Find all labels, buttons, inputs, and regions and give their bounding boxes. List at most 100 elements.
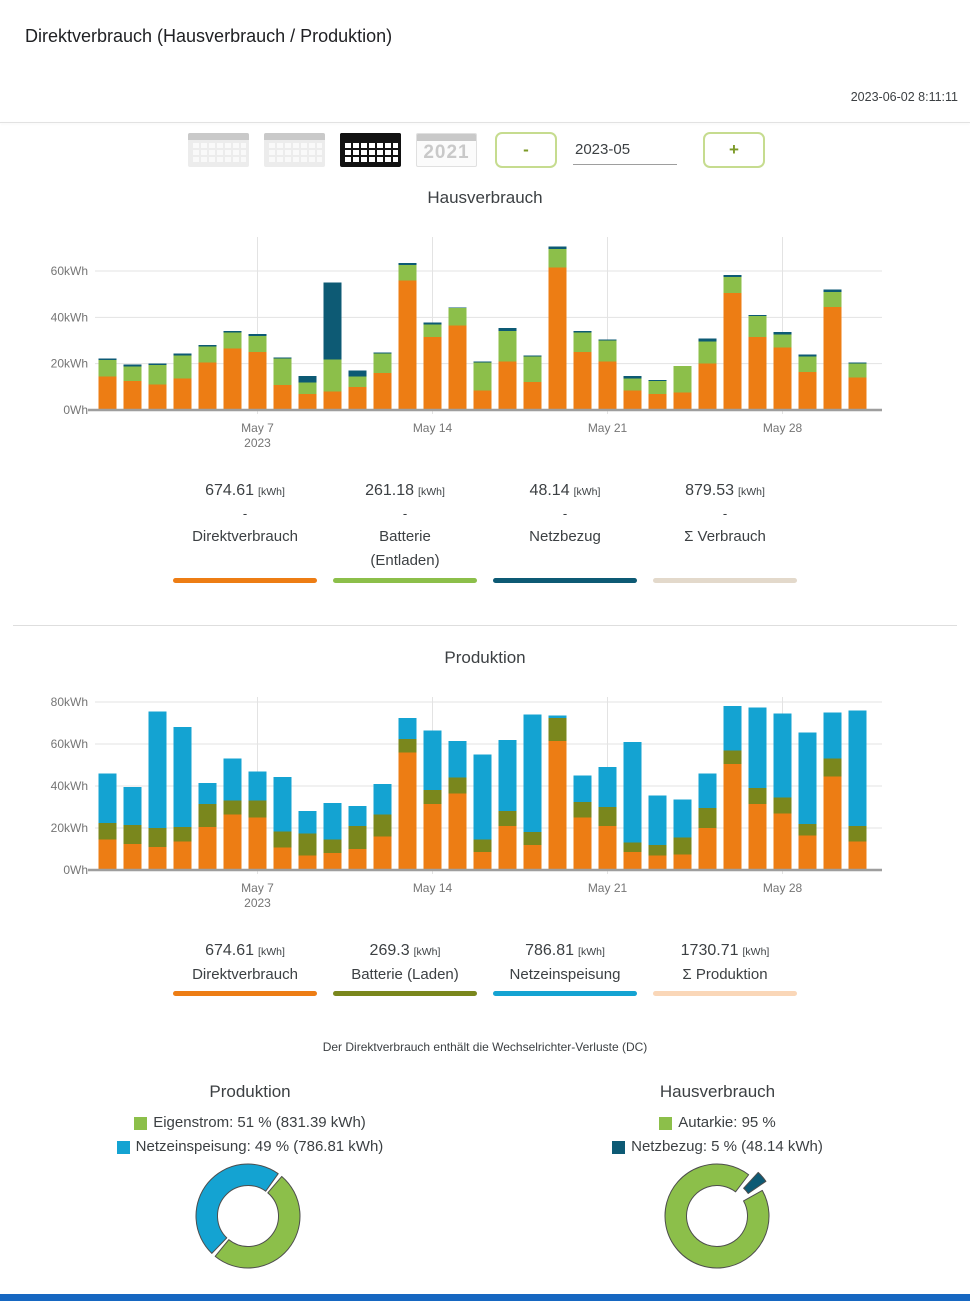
svg-text:May 21: May 21 bbox=[588, 881, 628, 895]
hausverbrauch-stats-row: 674.61 [kWh] - Direktverbrauch 261.18 [kWh… bbox=[0, 480, 970, 583]
svg-text:May 7: May 7 bbox=[241, 421, 274, 435]
stat-dash: - bbox=[562, 506, 568, 521]
legend-label: Netzbezug: 5 % (48.14 kWh) bbox=[631, 1138, 823, 1155]
next-period-button[interactable]: + bbox=[703, 132, 765, 168]
stat-unit: [kWh] bbox=[573, 486, 601, 498]
hausverbrauch-donut-chart bbox=[664, 1163, 770, 1269]
period-input[interactable] bbox=[573, 135, 677, 165]
legend-item-netzeinspeisung: Netzeinspeisung: 49 % (786.81 kWh) bbox=[10, 1135, 490, 1159]
svg-text:May 28: May 28 bbox=[763, 881, 803, 895]
stat-color-bar bbox=[653, 578, 797, 583]
svg-text:May 14: May 14 bbox=[413, 421, 453, 435]
stat-card-batterie-entladen[interactable]: 261.18 [kWh] - Batterie (Entladen) bbox=[325, 480, 485, 583]
stat-color-bar bbox=[333, 991, 477, 996]
stat-dash: - bbox=[402, 506, 408, 521]
calendar-day-icon bbox=[191, 143, 246, 164]
hausverbrauch-pie-section: Hausverbrauch Autarkie: 95 % Netzbezug: … bbox=[480, 1082, 955, 1159]
svg-text:May 14: May 14 bbox=[413, 881, 453, 895]
eigenstrom-swatch-icon bbox=[134, 1116, 148, 1130]
stat-card-summe-produktion[interactable]: 1730.71 [kWh] Σ Produktion bbox=[645, 940, 805, 996]
svg-text:0Wh: 0Wh bbox=[63, 863, 88, 877]
autarkie-swatch-icon bbox=[659, 1116, 673, 1130]
stat-unit: [kWh] bbox=[258, 486, 285, 498]
netzbezug-swatch-icon bbox=[612, 1140, 626, 1154]
svg-text:40kWh: 40kWh bbox=[51, 310, 88, 324]
dc-losses-note: Der Direktverbrauch enthält die Wechselr… bbox=[322, 1040, 648, 1054]
pie-title: Hausverbrauch bbox=[659, 1082, 776, 1101]
stat-card-direktverbrauch[interactable]: 674.61 [kWh] - Direktverbrauch bbox=[165, 480, 325, 583]
stat-label: Batterie bbox=[379, 528, 431, 545]
previous-period-button[interactable]: - bbox=[495, 132, 557, 168]
stat-color-bar bbox=[493, 578, 637, 583]
produktion-donut-chart bbox=[195, 1163, 301, 1269]
stat-value: 269.3 bbox=[369, 942, 410, 959]
legend-label: Eigenstrom: 51 % (831.39 kWh) bbox=[153, 1114, 366, 1131]
page-title: Direktverbrauch (Hausverbrauch / Produkt… bbox=[25, 26, 393, 46]
legend-item-netzbezug: Netzbezug: 5 % (48.14 kWh) bbox=[480, 1135, 955, 1159]
stat-value: 879.53 bbox=[685, 482, 735, 499]
svg-text:20kWh: 20kWh bbox=[51, 821, 88, 835]
stat-value: 261.18 bbox=[365, 482, 415, 499]
legend-item-autarkie: Autarkie: 95 % bbox=[480, 1111, 955, 1135]
period-toolbar: 2021 - + bbox=[188, 132, 765, 168]
stat-card-direktverbrauch[interactable]: 674.61 [kWh] Direktverbrauch bbox=[165, 940, 325, 996]
stat-value: 1730.71 bbox=[680, 942, 739, 959]
stat-label: Netzbezug bbox=[529, 528, 601, 545]
stat-label: Direktverbrauch bbox=[192, 528, 298, 545]
stat-label-line2: (Entladen) bbox=[370, 552, 440, 569]
svg-text:60kWh: 60kWh bbox=[51, 264, 88, 278]
stat-color-bar bbox=[173, 578, 317, 583]
footer-accent-bar bbox=[0, 1294, 970, 1301]
stat-unit: [kWh] bbox=[578, 946, 605, 958]
stat-unit: [kWh] bbox=[258, 946, 285, 958]
stat-color-bar bbox=[493, 991, 637, 996]
stat-card-summe-verbrauch[interactable]: 879.53 [kWh] - Σ Verbrauch bbox=[645, 480, 805, 583]
stat-label: Netzeinspeisung bbox=[509, 966, 621, 983]
stat-unit: [kWh] bbox=[413, 946, 441, 958]
stat-value: 674.61 bbox=[205, 482, 255, 499]
section-divider bbox=[13, 625, 957, 626]
svg-text:40kWh: 40kWh bbox=[51, 779, 88, 793]
stat-label: Σ Verbrauch bbox=[684, 528, 766, 545]
stat-dash: - bbox=[242, 506, 248, 521]
stat-card-netzeinspeisung[interactable]: 786.81 [kWh] Netzeinspeisung bbox=[485, 940, 645, 996]
stat-value: 674.61 bbox=[205, 942, 255, 959]
stat-value: 48.14 bbox=[529, 482, 570, 499]
produktion-pie-section: Produktion Eigenstrom: 51 % (831.39 kWh)… bbox=[10, 1082, 490, 1159]
month-view-button[interactable] bbox=[340, 133, 401, 167]
svg-text:May 28: May 28 bbox=[763, 421, 803, 435]
calendar-month-icon bbox=[343, 143, 398, 164]
stat-unit: [kWh] bbox=[742, 946, 770, 958]
timestamp: 2023-06-02 8:11:11 bbox=[850, 90, 958, 104]
day-view-button[interactable] bbox=[188, 133, 249, 167]
produktion-chart-title: Produktion bbox=[444, 648, 526, 667]
hausverbrauch-chart-title: Hausverbrauch bbox=[427, 188, 543, 207]
svg-text:2023: 2023 bbox=[244, 436, 271, 450]
calendar-year-icon: 2021 bbox=[423, 142, 470, 163]
header-divider bbox=[0, 122, 970, 123]
stat-label: Batterie (Laden) bbox=[351, 966, 459, 983]
netzeinspeisung-swatch-icon bbox=[116, 1140, 130, 1154]
week-view-button[interactable] bbox=[264, 133, 325, 167]
calendar-week-icon bbox=[267, 143, 322, 164]
stat-color-bar bbox=[653, 991, 797, 996]
stat-card-netzbezug[interactable]: 48.14 [kWh] - Netzbezug bbox=[485, 480, 645, 583]
stat-card-batterie-laden[interactable]: 269.3 [kWh] Batterie (Laden) bbox=[325, 940, 485, 996]
svg-text:2023: 2023 bbox=[244, 896, 271, 910]
legend-item-eigenstrom: Eigenstrom: 51 % (831.39 kWh) bbox=[10, 1111, 490, 1135]
svg-text:80kWh: 80kWh bbox=[51, 695, 88, 709]
svg-text:May 7: May 7 bbox=[241, 881, 274, 895]
stat-color-bar bbox=[173, 991, 317, 996]
pie-title: Produktion bbox=[209, 1082, 291, 1101]
stat-unit: [kWh] bbox=[738, 486, 765, 498]
stat-label: Direktverbrauch bbox=[192, 966, 298, 983]
svg-text:0Wh: 0Wh bbox=[63, 403, 88, 417]
produktion-stats-row: 674.61 [kWh] Direktverbrauch 269.3 [kWh] B… bbox=[0, 940, 970, 996]
svg-text:May 21: May 21 bbox=[588, 421, 628, 435]
year-view-button[interactable]: 2021 bbox=[416, 133, 477, 167]
stat-value: 786.81 bbox=[525, 942, 575, 959]
legend-label: Netzeinspeisung: 49 % (786.81 kWh) bbox=[135, 1138, 384, 1155]
